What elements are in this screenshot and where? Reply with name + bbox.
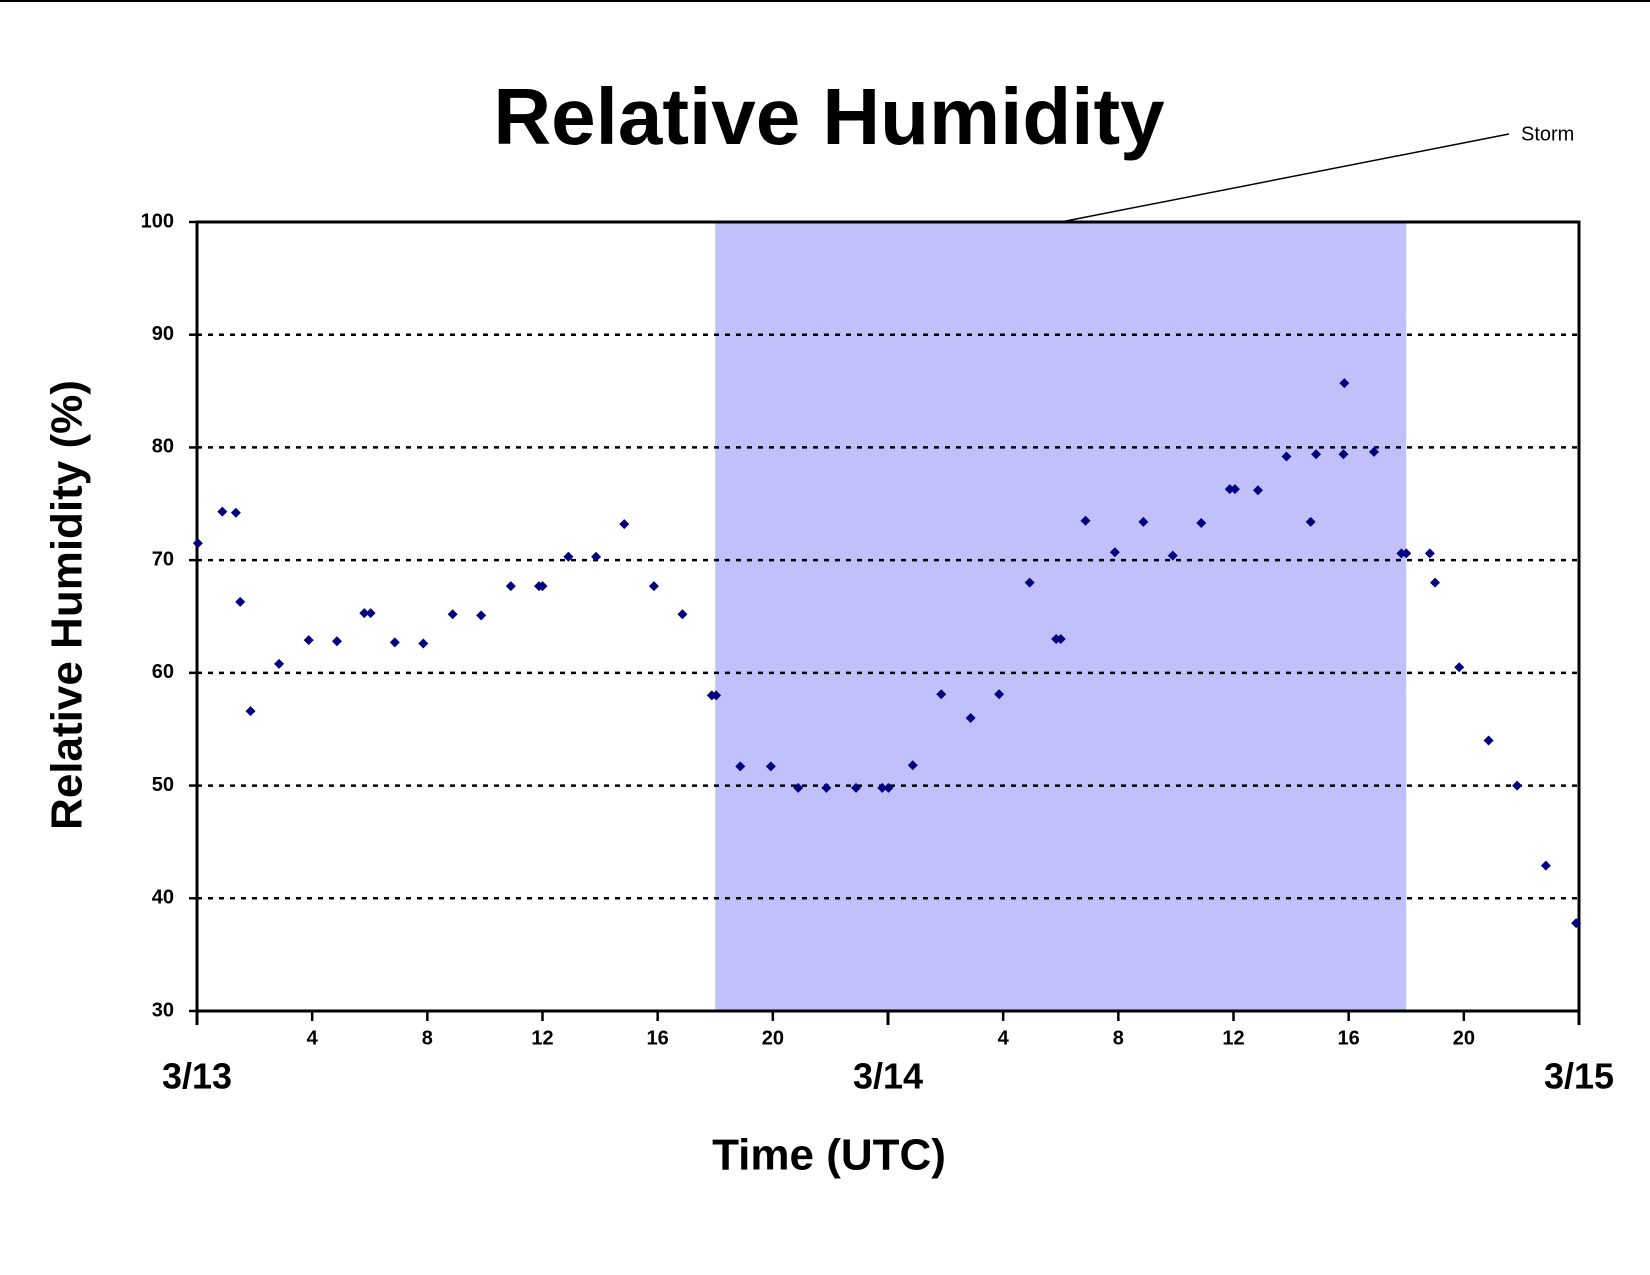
- data-point: [1339, 378, 1350, 389]
- y-tick-label: 90: [152, 323, 174, 345]
- y-tick-label: 100: [141, 210, 174, 232]
- data-point: [711, 690, 722, 701]
- data-point: [1080, 515, 1091, 526]
- data-point: [1401, 548, 1412, 559]
- date-label: 3/14: [853, 1056, 923, 1097]
- data-point: [1305, 516, 1316, 527]
- data-point: [217, 506, 228, 517]
- y-tick-label: 70: [152, 548, 174, 570]
- data-point: [331, 636, 342, 647]
- x-tick-label: 16: [1338, 1027, 1360, 1049]
- data-point: [965, 712, 976, 723]
- storm-leader: [1060, 133, 1510, 223]
- date-label: 3/13: [162, 1056, 232, 1097]
- data-point: [476, 610, 487, 621]
- data-point: [793, 782, 804, 793]
- x-tick-label: 8: [422, 1027, 433, 1049]
- data-point: [1571, 918, 1582, 929]
- data-point: [677, 609, 688, 620]
- y-axis-title: Relative Humidity (%): [43, 380, 92, 830]
- data-point: [505, 581, 516, 592]
- data-point: [235, 596, 246, 607]
- data-point: [821, 782, 832, 793]
- x-tick-label: 4: [307, 1027, 319, 1049]
- data-point: [1369, 446, 1380, 457]
- data-point: [1281, 451, 1292, 462]
- data-point: [274, 658, 285, 669]
- data-point: [877, 782, 888, 793]
- data-point: [359, 608, 370, 619]
- x-tick-label: 4: [998, 1027, 1010, 1049]
- data-point: [418, 638, 429, 649]
- data-point: [591, 551, 602, 562]
- data-point: [765, 761, 776, 772]
- y-tick-label: 50: [152, 774, 174, 796]
- data-point: [1424, 548, 1435, 559]
- data-point: [389, 637, 400, 648]
- data-point: [1512, 780, 1523, 791]
- data-point: [851, 782, 862, 793]
- y-tick-label: 40: [152, 887, 174, 909]
- data-point: [907, 760, 918, 771]
- x-tick-label: 8: [1113, 1027, 1124, 1049]
- data-point: [735, 761, 746, 772]
- data-point: [192, 538, 203, 549]
- data-point: [245, 706, 256, 717]
- data-point: [447, 609, 458, 620]
- chart-title: Relative Humidity: [493, 72, 1165, 161]
- data-point: [1454, 662, 1465, 673]
- data-point: [648, 581, 659, 592]
- data-point: [1430, 577, 1441, 588]
- data-point: [1224, 484, 1235, 495]
- x-tick-label: 16: [647, 1027, 669, 1049]
- data-point: [883, 782, 894, 793]
- x-tick-label: 12: [531, 1027, 553, 1049]
- data-point: [1024, 577, 1035, 588]
- data-point: [1338, 449, 1349, 460]
- data-point: [1138, 516, 1149, 527]
- plot-frame: [195, 220, 1581, 1013]
- data-point: [1311, 449, 1322, 460]
- x-tick-label: 12: [1222, 1027, 1244, 1049]
- data-point: [1229, 484, 1240, 495]
- data-point: [936, 689, 947, 700]
- storm-label: Storm: [1521, 123, 1574, 145]
- data-point: [303, 635, 314, 646]
- y-tick-label: 80: [152, 436, 174, 458]
- y-tick-label: 60: [152, 661, 174, 683]
- date-label: 3/15: [1544, 1056, 1614, 1097]
- data-point: [365, 608, 376, 619]
- y-tick-label: 30: [152, 999, 174, 1021]
- data-point: [563, 551, 574, 562]
- data-point: [1055, 634, 1066, 645]
- data-point: [537, 581, 548, 592]
- data-point: [1252, 485, 1263, 496]
- data-point: [1167, 550, 1178, 561]
- data-point: [1109, 547, 1120, 558]
- x-tick-label: 20: [762, 1027, 784, 1049]
- data-point: [1483, 735, 1494, 746]
- x-tick-label: 20: [1453, 1027, 1475, 1049]
- data-point: [1540, 860, 1551, 871]
- storm-band: [715, 222, 1407, 1011]
- x-axis-title: Time (UTC): [712, 1131, 946, 1180]
- data-point: [994, 689, 1005, 700]
- data-point: [1196, 517, 1207, 528]
- data-point: [230, 507, 241, 518]
- data-point: [619, 519, 630, 530]
